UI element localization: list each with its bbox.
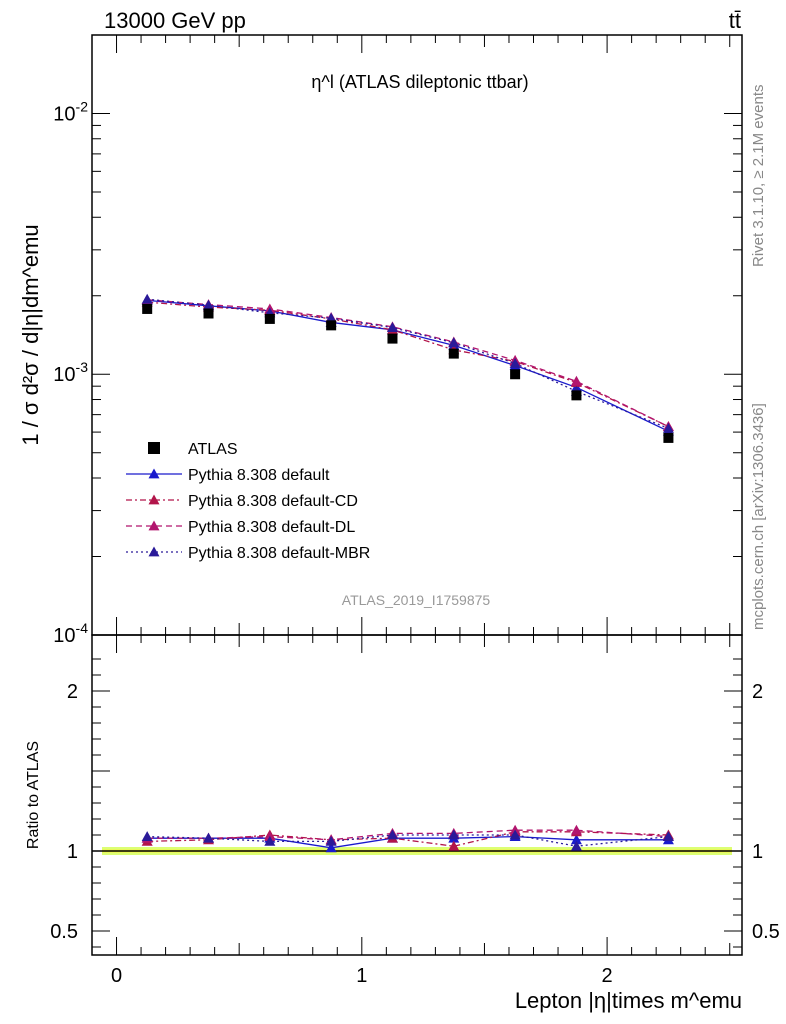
legend-label: Pythia 8.308 default [188,467,330,484]
series-point-2 [570,375,582,386]
ratio-point-3 [141,831,153,841]
ratio-plot-frame [91,634,743,956]
legend-label: Pythia 8.308 default-MBR [188,545,370,562]
ratio-tick-label-right: 1 [752,841,763,863]
ratio-tick-label: 0.5 [50,921,78,943]
axes-layer: 10-4 10-3 10-2 0.5 0.5 1 1 2 2 0 1 2 [50,34,780,987]
ratio-point-3 [325,835,337,846]
series-layer [141,293,674,853]
series-line-3 [147,298,669,429]
x-tick-label: 1 [356,965,367,987]
legend-label: ATLAS [188,441,238,458]
series-point-3 [509,357,521,368]
series-point-3 [662,422,674,433]
ratio-y-axis-label: Ratio to ATLAS [25,741,42,849]
series-point-3 [203,299,215,310]
reference-point [142,303,153,314]
ratio-tick-label-right: 0.5 [752,921,780,943]
reference-point [387,333,398,344]
ratio-point-0 [325,842,337,853]
header-left-label: 13000 GeV pp [104,8,246,33]
series-point-3 [141,293,153,304]
ratio-point-1 [448,840,460,851]
ratio-tick-label-right: 2 [752,681,763,703]
legend-marker [148,494,160,505]
ratio-point-0 [570,834,582,845]
ratio-point-3 [509,829,521,840]
ratio-point-3 [386,829,398,840]
ratio-point-3 [570,840,582,851]
ratio-point-3 [203,832,215,843]
series-line-1 [147,301,669,428]
series-point-3 [325,312,337,323]
y-axis-label: 1 / σ d²σ / d|η|dm^emu [18,224,43,445]
x-axis-label: Lepton |η|times m^emu [515,988,742,1013]
ratio-point-3 [662,831,674,841]
series-line-2 [147,299,669,428]
watermark-analysis-id: ATLAS_2019_I1759875 [342,592,491,608]
legend-marker [148,546,160,557]
plot-title: η^l (ATLAS dileptonic ttbar) [311,72,528,92]
legend: ATLAS Pythia 8.308 default Pythia 8.308 de… [126,441,370,562]
reference-point [663,432,674,443]
ratio-point-2 [570,824,582,835]
reference-point [203,308,214,319]
legend-label: Pythia 8.308 default-CD [188,493,358,510]
y-tick-label: 10-2 [53,98,88,125]
rivet-version-label: Rivet 3.1.10, ≥ 2.1M events [750,85,767,268]
mcplots-reference-label: mcplots.cern.ch [arXiv:1306.3436] [750,403,767,630]
ratio-point-3 [264,835,276,846]
reference-layer [142,303,674,443]
ratio-tick-label: 2 [67,681,78,703]
reference-point [571,390,582,401]
reference-point [264,313,275,324]
series-point-3 [448,337,460,348]
series-point-3 [386,322,398,332]
legend-marker [148,520,160,531]
reference-point [448,348,459,359]
y-tick-label: 10-3 [53,359,88,386]
reference-point [326,320,337,331]
legend-marker [148,468,160,479]
legend-marker-reference [148,442,160,454]
legend-label: Pythia 8.308 default-DL [188,519,355,536]
y-tick-label: 10-4 [53,620,88,647]
series-line-0 [147,299,669,432]
reference-point [510,369,521,380]
ratio-line-1 [147,831,669,847]
ratio-line-0 [147,835,669,849]
ratio-point-3 [448,829,460,840]
x-tick-label: 2 [602,965,613,987]
header-right-label: tt̄ [729,8,741,33]
ratio-tick-label: 1 [67,841,78,863]
x-tick-label: 0 [111,965,122,987]
